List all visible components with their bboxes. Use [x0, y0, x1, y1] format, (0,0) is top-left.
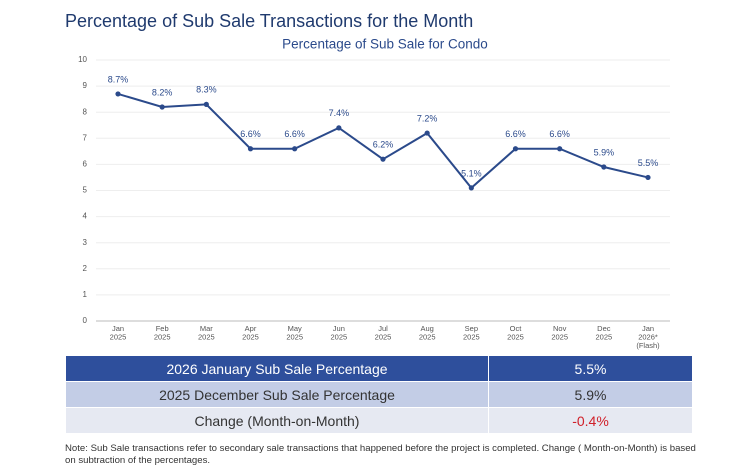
- x-tick-label: Jan: [112, 324, 124, 333]
- y-tick-label: 3: [83, 238, 88, 247]
- table-cell: -0.4%: [488, 407, 693, 434]
- data-label: 6.2%: [373, 140, 394, 150]
- data-point: [115, 91, 121, 97]
- x-tick-label: Aug: [420, 324, 433, 333]
- x-tick-label: 2025: [286, 332, 303, 341]
- table-cell: 2026 January Sub Sale Percentage: [65, 355, 489, 382]
- y-tick-label: 1: [83, 290, 88, 299]
- y-tick-label: 7: [83, 133, 88, 142]
- y-tick-label: 10: [78, 55, 87, 64]
- x-tick-label: Dec: [597, 324, 611, 333]
- table-cell: 5.5%: [488, 355, 693, 382]
- x-tick-label: 2025: [154, 332, 171, 341]
- data-point: [557, 146, 563, 152]
- table-cell: Change (Month-on-Month): [65, 407, 489, 434]
- table-row: 2025 December Sub Sale Percentage 5.9%: [65, 381, 693, 408]
- x-tick-label: Jun: [333, 324, 345, 333]
- data-label: 8.2%: [152, 87, 173, 97]
- table-row: 2026 January Sub Sale Percentage 5.5%: [65, 355, 693, 382]
- y-tick-label: 0: [83, 316, 88, 325]
- x-tick-label: 2025: [242, 332, 259, 341]
- data-point: [424, 130, 430, 136]
- data-label: 7.2%: [417, 113, 438, 123]
- data-point: [645, 174, 651, 181]
- x-tick-label: 2025: [551, 332, 568, 341]
- y-tick-label: 9: [83, 81, 88, 90]
- x-tick-label: 2026*: [638, 332, 658, 341]
- data-point: [336, 125, 342, 131]
- chart-title: Percentage of Sub Sale for Condo: [282, 37, 488, 52]
- data-label: 6.6%: [284, 129, 305, 139]
- x-tick-label: May: [288, 324, 302, 333]
- data-label: 8.7%: [108, 74, 129, 84]
- data-label: 5.1%: [461, 168, 482, 178]
- x-tick-label: Mar: [200, 324, 213, 333]
- y-tick-label: 2: [83, 264, 88, 273]
- data-point: [468, 185, 474, 191]
- x-tick-label: Jul: [378, 324, 388, 333]
- data-point: [159, 104, 165, 110]
- data-label: 6.6%: [549, 129, 570, 139]
- data-point: [601, 164, 607, 170]
- summary-table: 2026 January Sub Sale Percentage 5.5% 202…: [65, 355, 693, 434]
- data-point: [292, 146, 298, 152]
- data-label: 5.5%: [638, 158, 659, 168]
- table-row: Change (Month-on-Month) -0.4%: [65, 407, 693, 434]
- y-tick-label: 6: [83, 160, 88, 169]
- data-point: [247, 146, 254, 152]
- data-point: [203, 101, 209, 107]
- x-tick-label: 2025: [375, 332, 392, 341]
- y-tick-label: 5: [83, 186, 88, 195]
- chart: Percentage of Sub Sale Transactions for …: [65, 11, 670, 350]
- x-tick-label: Sep: [465, 324, 478, 333]
- y-tick-label: 4: [83, 212, 88, 221]
- page-title: Percentage of Sub Sale Transactions for …: [65, 11, 473, 31]
- x-tick-label: 2025: [595, 332, 612, 341]
- x-tick-label: 2025: [330, 332, 347, 341]
- x-tick-label: 2025: [198, 332, 215, 341]
- x-tick-label: Nov: [553, 324, 567, 333]
- data-label: 8.3%: [196, 85, 217, 95]
- data-point: [380, 156, 386, 162]
- x-tick-label: Feb: [156, 324, 169, 333]
- note: Note: Sub Sale transactions refer to sec…: [65, 443, 696, 466]
- table-cell: 2025 December Sub Sale Percentage: [65, 381, 489, 408]
- data-label: 5.9%: [594, 147, 615, 157]
- x-tick-label: 2025: [507, 332, 524, 341]
- x-tick-label: 2025: [110, 332, 127, 341]
- x-tick-label: Jan: [642, 324, 654, 333]
- x-tick-label: 2025: [463, 332, 480, 341]
- data-point: [512, 146, 519, 152]
- table-cell: 5.9%: [488, 381, 693, 408]
- data-label: 6.6%: [505, 129, 526, 139]
- data-label: 7.4%: [329, 108, 350, 118]
- x-tick-label: Oct: [510, 324, 523, 333]
- x-tick-label: Apr: [245, 324, 257, 333]
- x-tick-label: (Flash): [636, 341, 660, 350]
- y-tick-label: 8: [83, 107, 88, 116]
- data-label: 6.6%: [240, 129, 261, 139]
- x-tick-label: 2025: [419, 332, 436, 341]
